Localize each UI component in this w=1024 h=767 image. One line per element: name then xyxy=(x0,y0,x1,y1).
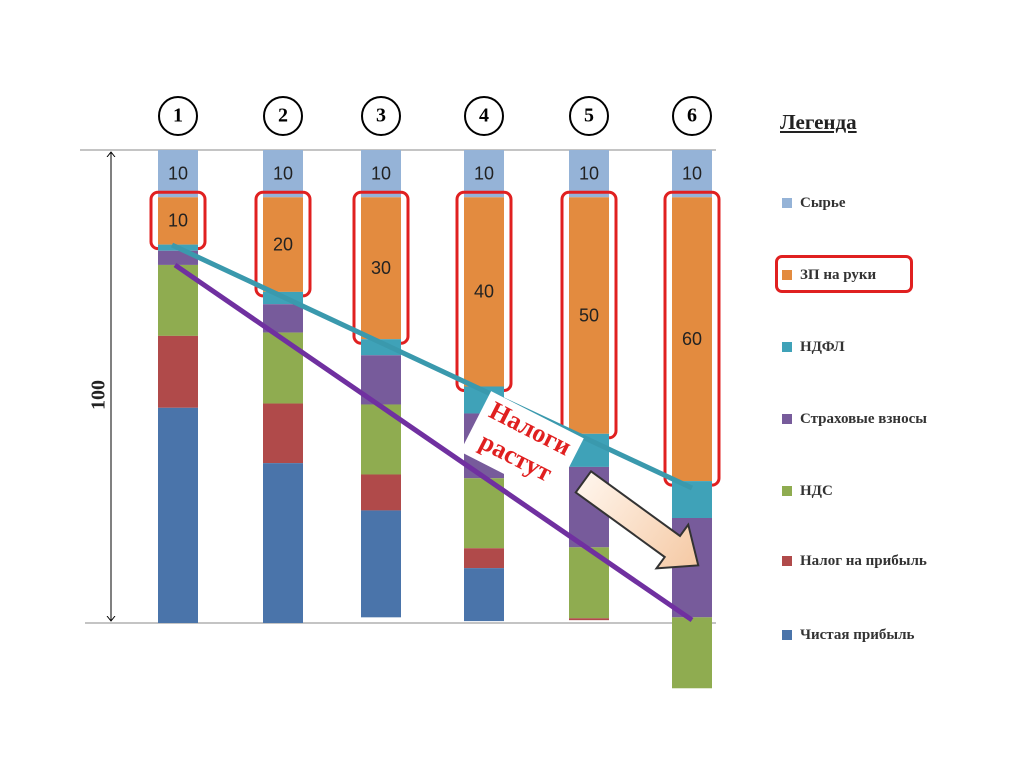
bar-segment xyxy=(158,150,198,198)
legend-swatch xyxy=(782,556,792,566)
bar-segment xyxy=(361,474,401,511)
legend-item: НДС xyxy=(780,479,950,503)
legend-item: Страховые взносы xyxy=(780,407,950,431)
value-label: 60 xyxy=(682,329,702,349)
trend-line xyxy=(170,242,694,491)
legend-item: Налог на прибыль xyxy=(780,549,950,573)
legend-label: НДС xyxy=(800,483,833,499)
x-tick-label: 3 xyxy=(376,105,386,127)
category-marker xyxy=(569,96,609,136)
legend-item: НДФЛ xyxy=(780,335,950,359)
bar-segment xyxy=(263,463,303,623)
value-label: 40 xyxy=(474,282,494,302)
arrow xyxy=(574,469,700,570)
bar-segment xyxy=(464,478,504,549)
x-tick-label: 4 xyxy=(479,105,489,127)
legend-swatch xyxy=(782,198,792,208)
legend-item: Сырье xyxy=(780,191,950,215)
category-marker xyxy=(361,96,401,136)
bar-segment xyxy=(464,197,504,387)
value-label: 20 xyxy=(273,234,293,254)
legend: Легенда Сырье ЗП на руки НДФЛ Страховые взн… xyxy=(775,110,960,643)
bar-segment xyxy=(672,617,712,689)
bar-segment xyxy=(158,335,198,408)
bar-segment xyxy=(263,332,303,404)
legend-item: Чистая прибыль xyxy=(780,623,950,647)
bar-segment xyxy=(263,150,303,198)
trend-line xyxy=(173,262,694,623)
annotation-box xyxy=(460,391,584,499)
bar-segment xyxy=(361,150,401,198)
category-marker xyxy=(464,96,504,136)
value-label: 10 xyxy=(168,211,188,231)
bar-segment xyxy=(464,548,504,569)
bar-segment xyxy=(464,150,504,198)
category-marker xyxy=(158,96,198,136)
bar-segment xyxy=(464,568,504,622)
value-label: 50 xyxy=(579,305,599,325)
value-label: 10 xyxy=(168,163,188,183)
bar-segment xyxy=(158,197,198,245)
value-label: 10 xyxy=(273,163,293,183)
x-tick-label: 1 xyxy=(173,105,183,127)
legend-label: Налог на прибыль xyxy=(800,553,927,569)
value-label: 10 xyxy=(371,163,391,183)
legend-swatch xyxy=(782,414,792,424)
x-tick-label: 5 xyxy=(584,105,594,127)
legend-swatch xyxy=(782,486,792,496)
legend-label: ЗП на руки xyxy=(800,267,877,283)
bar-segment xyxy=(263,403,303,464)
legend-label: Чистая прибыль xyxy=(800,627,915,643)
value-label: 30 xyxy=(371,258,391,278)
bar-segment xyxy=(569,197,609,434)
value-label: 10 xyxy=(474,163,494,183)
x-tick-label: 6 xyxy=(687,105,697,127)
value-label: 10 xyxy=(682,163,702,183)
bar-segment xyxy=(361,197,401,340)
y-axis-label: 100 xyxy=(88,380,110,410)
legend-swatch xyxy=(782,342,792,352)
bar-segment xyxy=(569,618,609,621)
legend-item: ЗП на руки xyxy=(775,255,950,293)
bar-segment xyxy=(361,339,401,356)
bar-segment xyxy=(263,197,303,292)
highlight-box xyxy=(775,255,913,293)
legend-title: Легенда xyxy=(780,110,857,134)
legend-label: Страховые взносы xyxy=(800,411,927,427)
legend-label: Сырье xyxy=(800,195,846,211)
bar-segment xyxy=(569,150,609,198)
legend-swatch xyxy=(782,630,792,640)
bar-segment xyxy=(672,150,712,198)
plot: 1 10 10 2 10 20 3 10 30 4 10 40 5 10 50 6 10 60 xyxy=(80,96,721,689)
x-tick-label: 2 xyxy=(278,105,288,127)
bar-segment xyxy=(672,197,712,482)
bar-segment xyxy=(361,510,401,618)
value-label: 10 xyxy=(579,163,599,183)
legend-swatch xyxy=(782,270,792,280)
category-marker xyxy=(672,96,712,136)
category-marker xyxy=(263,96,303,136)
legend-label: НДФЛ xyxy=(800,339,845,355)
bar-segment xyxy=(158,407,198,623)
